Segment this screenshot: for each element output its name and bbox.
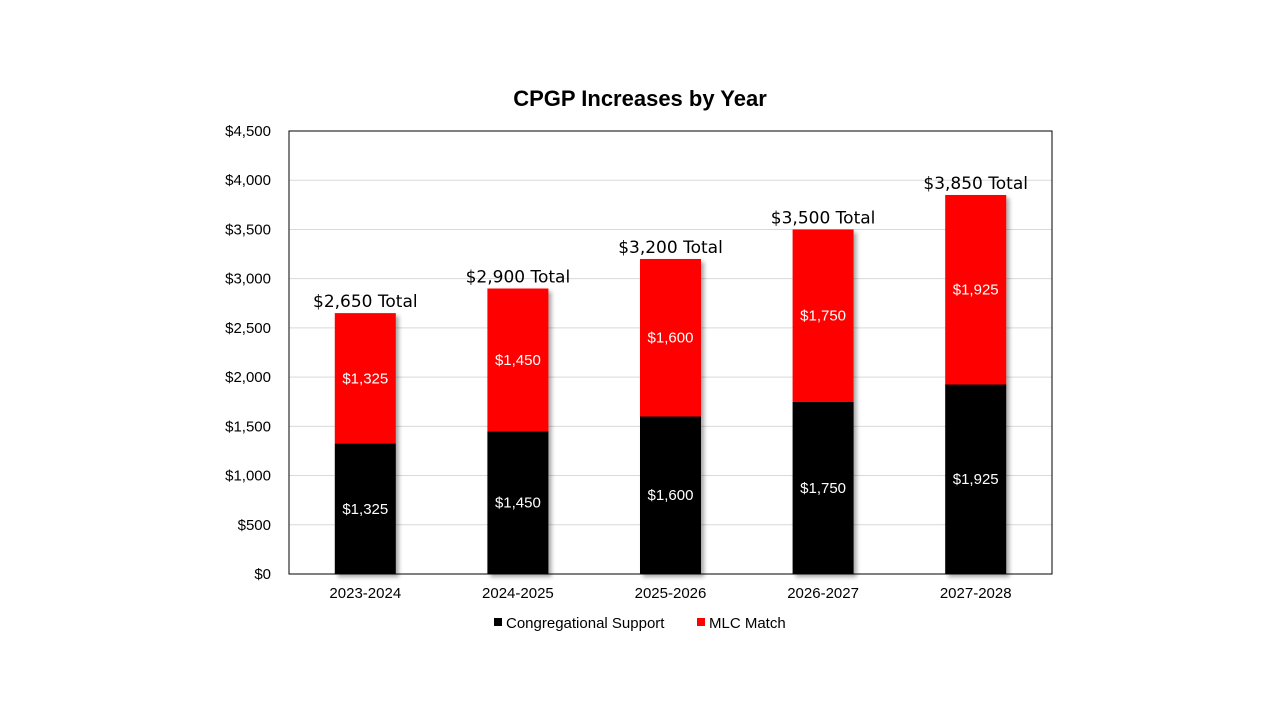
legend-label: MLC Match bbox=[709, 615, 786, 632]
y-tick-label: $3,000 bbox=[225, 271, 271, 288]
x-tick-label: 2024-2025 bbox=[482, 585, 554, 602]
data-label: $1,450 bbox=[495, 495, 541, 512]
y-tick-label: $2,500 bbox=[225, 320, 271, 337]
data-label: $1,750 bbox=[800, 308, 846, 325]
bar-congregational-support bbox=[640, 416, 701, 574]
total-label: $3,200 Total bbox=[618, 238, 723, 258]
y-tick-label: $4,000 bbox=[225, 172, 271, 189]
y-tick-label: $3,500 bbox=[225, 221, 271, 238]
bars bbox=[334, 194, 1007, 574]
bar-mlc-match bbox=[334, 313, 396, 444]
data-label: $1,600 bbox=[648, 330, 694, 347]
bar-mlc-match bbox=[945, 194, 1007, 385]
plot-area-border bbox=[288, 130, 1053, 575]
total-label: $3,500 Total bbox=[771, 208, 876, 228]
data-label: $1,600 bbox=[648, 487, 694, 504]
y-tick-label: $1,500 bbox=[225, 418, 271, 435]
data-label: $1,325 bbox=[342, 370, 388, 387]
data-label: $1,450 bbox=[495, 352, 541, 369]
x-tick-label: 2023-2024 bbox=[329, 585, 401, 602]
x-tick-label: 2026-2027 bbox=[787, 585, 859, 602]
total-label: $2,650 Total bbox=[313, 292, 418, 312]
bar-mlc-match bbox=[640, 258, 701, 417]
data-label: $1,925 bbox=[953, 282, 999, 299]
data-label: $1,750 bbox=[800, 480, 846, 497]
bar-stack bbox=[792, 229, 854, 574]
y-tick-label: $0 bbox=[254, 566, 271, 583]
chart-title: CPGP Increases by Year bbox=[513, 86, 767, 111]
bar-congregational-support bbox=[945, 384, 1007, 574]
labels: $0 $500 $1,000 $1,500 $2,000 $2,500 $3,000 $3,5… bbox=[225, 123, 1028, 602]
x-tick-label: 2025-2026 bbox=[635, 585, 707, 602]
bar-stack bbox=[945, 194, 1007, 574]
total-label: $3,850 Total bbox=[923, 174, 1028, 194]
legend-label: Congregational Support bbox=[506, 615, 665, 632]
bar-congregational-support bbox=[487, 431, 549, 574]
y-tick-label: $2,000 bbox=[225, 369, 271, 386]
y-tick-label: $500 bbox=[238, 517, 271, 534]
y-tick-label: $4,500 bbox=[225, 123, 271, 140]
bar-mlc-match bbox=[487, 288, 549, 432]
y-tick-label: $1,000 bbox=[225, 468, 271, 485]
bar-stack bbox=[334, 313, 396, 574]
total-label: $2,900 Total bbox=[466, 268, 571, 288]
bar-congregational-support bbox=[792, 401, 854, 574]
bar-stack bbox=[487, 288, 549, 574]
bar-mlc-match bbox=[792, 229, 854, 402]
data-label: $1,325 bbox=[342, 501, 388, 518]
legend-swatch bbox=[494, 618, 502, 626]
legend: Congregational Support MLC Match bbox=[494, 615, 786, 632]
x-tick-label: 2027-2028 bbox=[940, 585, 1012, 602]
data-label: $1,925 bbox=[953, 471, 999, 488]
bar-congregational-support bbox=[334, 443, 396, 574]
legend-swatch bbox=[697, 618, 705, 626]
bar-stack bbox=[640, 258, 701, 574]
